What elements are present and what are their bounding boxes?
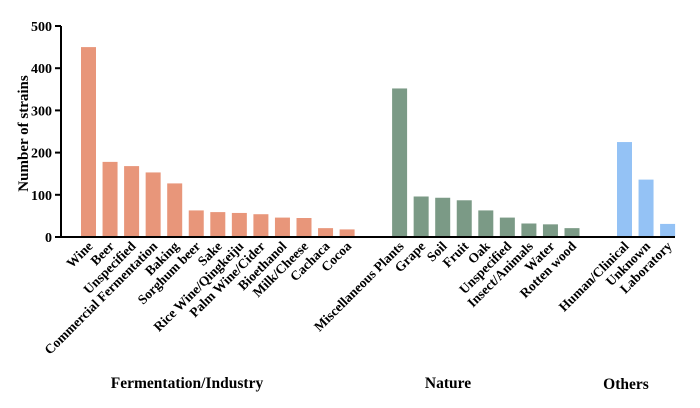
bar-nature-insect-animals bbox=[521, 223, 537, 237]
y-tick-label-300: 300 bbox=[31, 104, 52, 119]
bar-nature-soil bbox=[435, 197, 451, 237]
bar-nature-rotten-wood bbox=[564, 228, 580, 237]
bar-fermentation-industry-cocoa bbox=[339, 229, 355, 237]
bar-nature-miscellaneous-plants bbox=[392, 88, 408, 238]
bar-fermentation-industry-sake bbox=[210, 212, 226, 237]
bar-others-human-clinical bbox=[617, 142, 632, 237]
bar-fermentation-industry-cachaca bbox=[318, 228, 334, 237]
group-labels: Fermentation/Industry Nature Others bbox=[111, 375, 649, 393]
y-axis-title: Number of strains bbox=[16, 75, 32, 192]
bar-fermentation-industry-baking bbox=[167, 183, 183, 237]
group-label-fermentation-industry: Fermentation/Industry bbox=[111, 375, 264, 392]
group-label-others: Others bbox=[603, 376, 649, 393]
bars-layer bbox=[81, 47, 676, 238]
bar-nature-unspecified bbox=[499, 217, 515, 237]
group-label-nature: Nature bbox=[425, 375, 471, 392]
bar-fermentation-industry-palm-wine-cider bbox=[253, 214, 269, 237]
bar-fermentation-industry-wine bbox=[81, 47, 96, 237]
bar-fermentation-industry-commercial-fermentation bbox=[145, 172, 161, 237]
bar-nature-water bbox=[542, 224, 558, 237]
bar-nature-grape bbox=[413, 196, 429, 237]
bar-others-laboratory bbox=[660, 223, 676, 237]
bar-fermentation-industry-sorghum-beer bbox=[188, 210, 204, 237]
y-tick-label-200: 200 bbox=[31, 147, 52, 162]
bar-fermentation-industry-milk-cheese bbox=[296, 218, 312, 237]
bar-fermentation-industry-rice-wine-qingkeiju bbox=[231, 212, 247, 237]
y-tick-label-100: 100 bbox=[31, 189, 52, 204]
y-ticks: 0 100 200 300 400 500 bbox=[31, 20, 61, 246]
y-tick-label-0: 0 bbox=[45, 231, 52, 246]
bar-fermentation-industry-unspecified bbox=[124, 166, 140, 237]
y-tick-label-500: 500 bbox=[31, 20, 52, 35]
axes-layer bbox=[60, 26, 675, 238]
bar-fermentation-industry-bioethanol bbox=[274, 217, 290, 237]
bar-fermentation-industry-beer bbox=[102, 161, 118, 237]
bar-nature-oak bbox=[478, 210, 494, 237]
bar-nature-fruit bbox=[456, 200, 472, 237]
bar-others-unknown bbox=[638, 179, 654, 237]
y-tick-label-400: 400 bbox=[31, 62, 52, 77]
